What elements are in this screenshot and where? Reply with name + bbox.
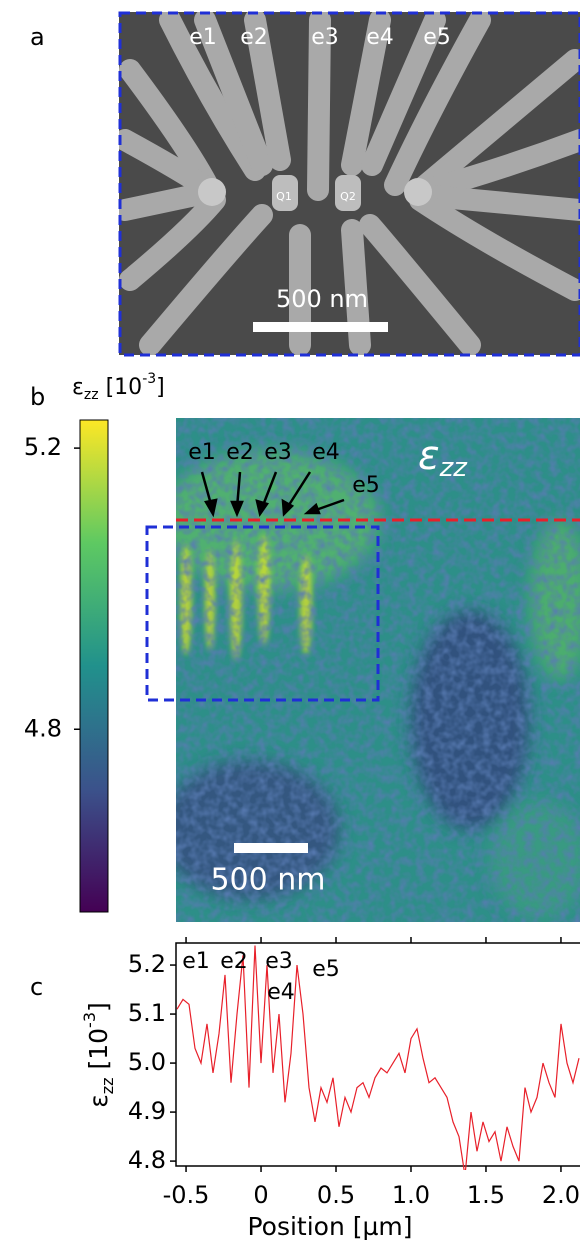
x-tick-label: -0.5 [163, 1181, 210, 1209]
y-axis-label-part: [10 [84, 1028, 113, 1078]
panel-label: c [30, 973, 43, 1001]
colorbar-tick-label: 5.2 [24, 433, 62, 461]
electrode-label: e2 [226, 440, 254, 465]
data-line [176, 945, 580, 1170]
panel-label: b [30, 383, 45, 411]
image-border [118, 11, 580, 357]
peak-annotation: e5 [312, 957, 340, 982]
y-axis-label-part: -3 [80, 1012, 99, 1028]
panel-label: a [30, 23, 45, 51]
electrode-label: e4 [366, 25, 394, 50]
qubit-label: Q2 [340, 190, 356, 203]
y-tick-label: 5.0 [128, 1048, 166, 1076]
scale-bar [253, 322, 388, 332]
x-tick-label: 2.0 [542, 1181, 580, 1209]
scale-bar-label: 500 nm [210, 863, 325, 898]
electrode-label: e3 [264, 440, 292, 465]
electrode-label: e1 [188, 440, 216, 465]
peak-annotation: e3 [265, 949, 293, 974]
peak-annotation: e1 [182, 949, 210, 974]
y-tick-label: 5.1 [128, 999, 166, 1027]
electrode-label: e2 [240, 25, 268, 50]
y-tick-label: 4.9 [128, 1097, 166, 1125]
arrows [200, 471, 345, 518]
electrode-label: e5 [352, 473, 380, 498]
colorbar-tick-label: 4.8 [24, 714, 62, 742]
qubit-label: Q1 [276, 190, 292, 203]
x-tick-label: 0.5 [317, 1181, 355, 1209]
y-tick-label: 4.8 [128, 1146, 166, 1174]
y-axis-label-part: ε [84, 1094, 113, 1108]
axis-frame [175, 942, 580, 1167]
y-axis-label-part: ] [84, 1002, 113, 1012]
map-label: εzz [418, 433, 468, 483]
colorbar-title: εzz [10-3] [72, 371, 165, 403]
peak-annotation: e4 [267, 980, 295, 1005]
zoom-box [145, 525, 380, 702]
x-axis-label: Position [µm] [247, 1212, 412, 1241]
x-tick-label: 1.5 [467, 1181, 505, 1209]
scale-bar-label: 500 nm [276, 285, 368, 313]
sem-image [119, 12, 580, 355]
electrode-label: e5 [423, 25, 451, 50]
x-tick-label: 1.0 [392, 1181, 430, 1209]
colorbar [79, 419, 109, 913]
y-axis-label: εzz [10-3] [80, 1002, 117, 1108]
electrode-label: e1 [189, 25, 217, 50]
y-tick-label: 5.2 [128, 950, 166, 978]
x-tick-label: 0 [253, 1181, 268, 1209]
plot-area [176, 945, 580, 1170]
scale-bar [234, 843, 308, 853]
y-axis-label-part: zz [98, 1077, 117, 1094]
strain-map [176, 418, 580, 922]
peak-annotation: e2 [220, 949, 248, 974]
electrode-label: e4 [312, 440, 340, 465]
electrode-label: e3 [311, 25, 339, 50]
